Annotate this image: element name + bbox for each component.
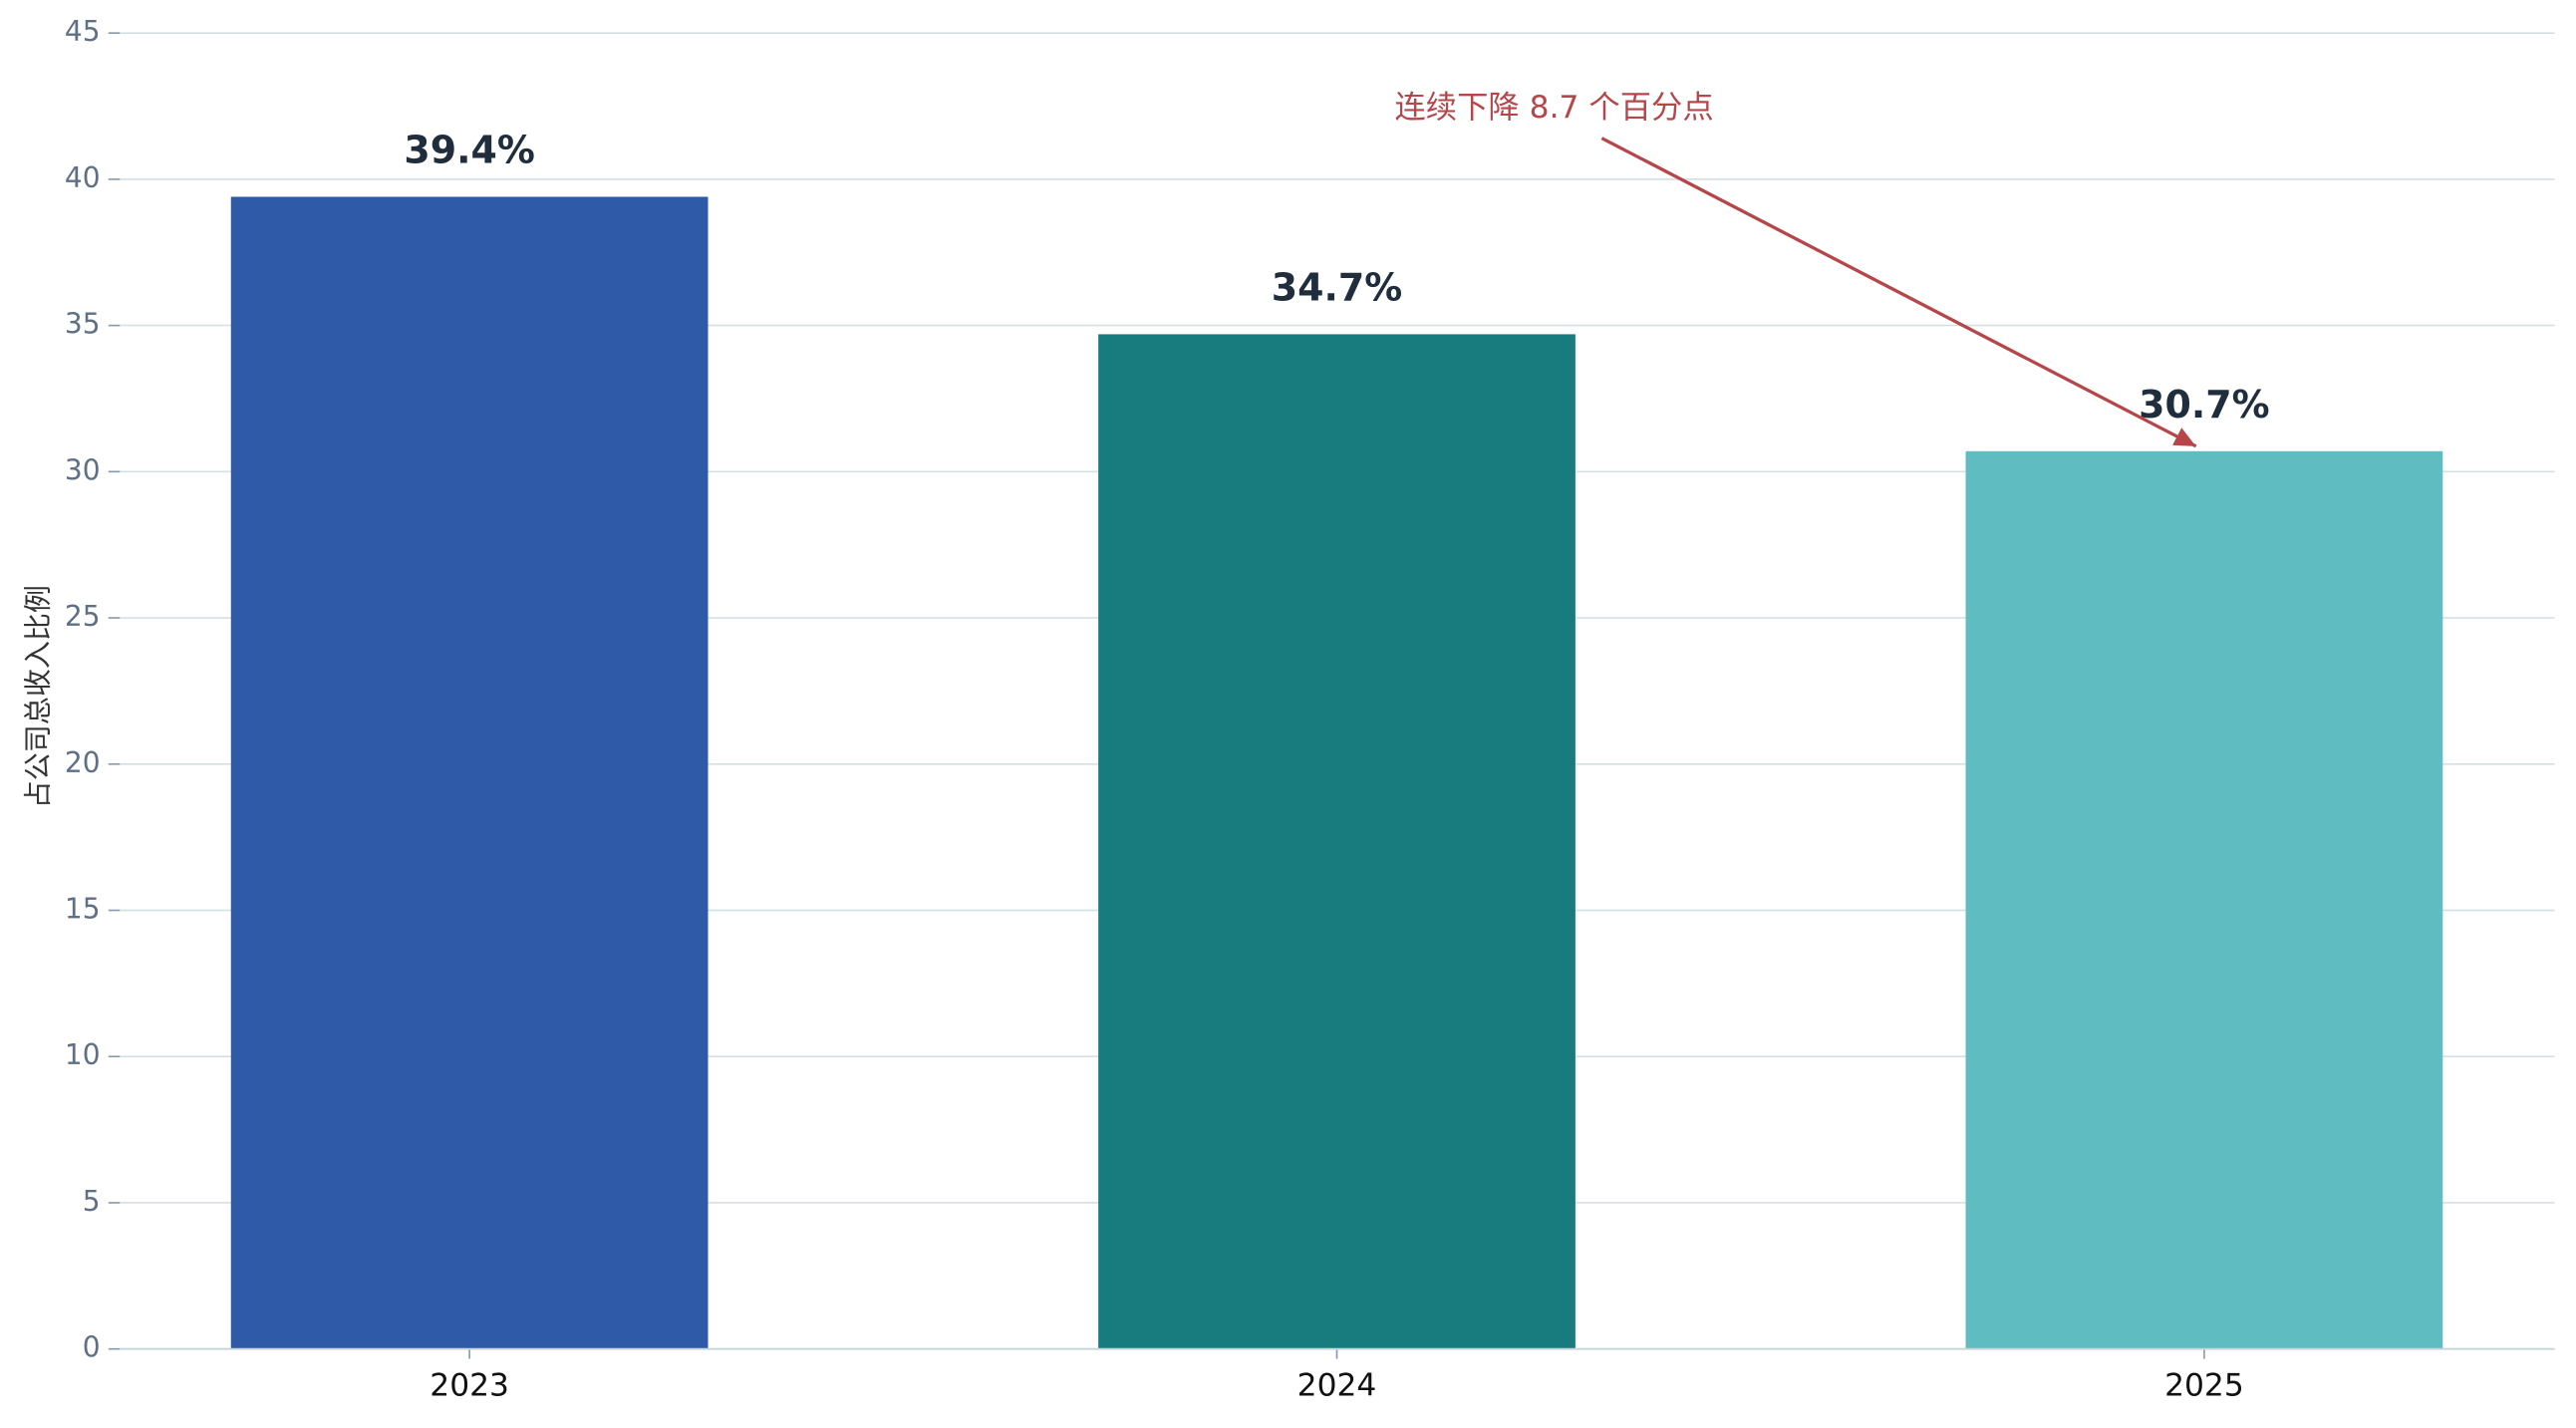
y-tick-label: 5 [83,1185,101,1218]
x-tick-label: 2024 [1297,1368,1377,1404]
x-tick-label: 2023 [429,1368,509,1404]
annotation-arrowhead [2172,428,2196,446]
bar [1098,334,1575,1349]
x-tick-label: 2025 [2164,1368,2244,1404]
y-tick-label: 35 [65,308,101,341]
value-label: 39.4% [404,128,535,171]
y-tick-label: 0 [83,1331,101,1364]
y-tick-label: 30 [65,453,101,486]
y-tick-label: 25 [65,600,101,633]
bar [1965,450,2443,1349]
value-label: 34.7% [1272,265,1403,309]
y-axis-label: 占公司总收入比例 [22,585,55,808]
bar [230,196,709,1349]
annotation: 连续下降 8.7 个百分点 [1394,90,1713,126]
y-tick-label: 10 [65,1038,101,1071]
y-tick-label: 40 [65,161,101,194]
y-tick-label: 20 [65,746,101,779]
y-tick-label: 45 [65,15,101,48]
value-label: 30.7% [2139,383,2270,427]
y-tick-label: 15 [65,893,101,926]
annotation-arrow [1600,137,2197,448]
